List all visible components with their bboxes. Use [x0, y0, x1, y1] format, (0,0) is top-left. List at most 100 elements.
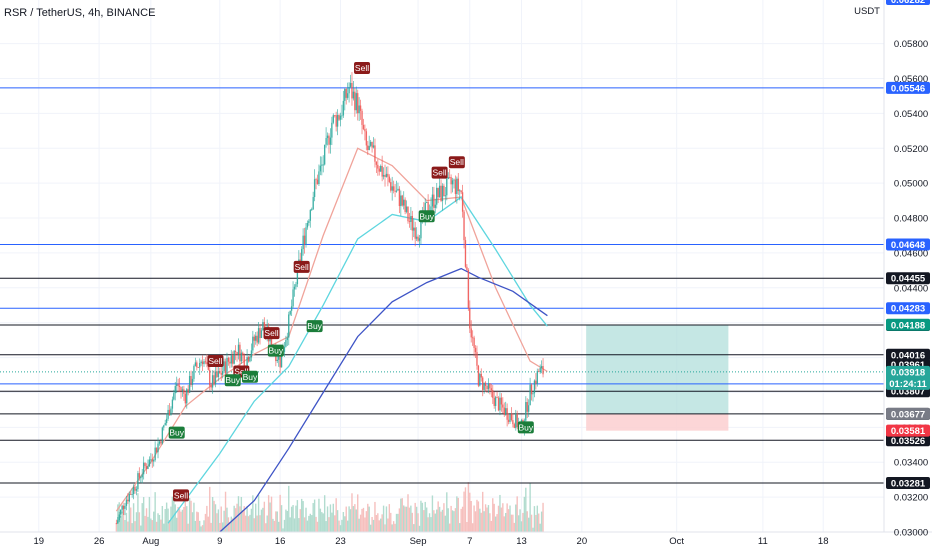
volume-bar	[461, 506, 464, 532]
candle-body	[234, 350, 237, 353]
candle-body	[436, 187, 438, 205]
candle-body	[318, 171, 320, 185]
volume-bar	[471, 523, 474, 532]
x-tick-label: 7	[467, 536, 472, 547]
volume-bar	[421, 502, 424, 532]
candle-body	[477, 365, 480, 386]
candle-body	[308, 220, 310, 223]
candle-body	[467, 269, 470, 309]
candle-body	[494, 397, 497, 406]
volume-bar	[160, 519, 162, 532]
volume-bar	[153, 511, 155, 532]
candle-body	[497, 397, 500, 411]
candle-body	[227, 357, 230, 362]
candle-body	[153, 460, 155, 462]
volume-bar	[338, 520, 340, 532]
volume-bar	[187, 523, 189, 532]
candle-body	[127, 499, 129, 502]
candle-body	[242, 352, 244, 356]
candle-body	[190, 376, 192, 386]
volume-bar	[286, 510, 289, 532]
candle-body	[479, 373, 481, 386]
volume-bar	[533, 506, 536, 532]
candle-body	[504, 408, 507, 415]
volume-bar	[450, 505, 452, 532]
volume-bar	[295, 505, 297, 532]
volume-bar	[359, 514, 362, 532]
candle-body	[184, 393, 187, 404]
candle-body	[302, 235, 304, 250]
countdown-label: 01:24:11	[889, 379, 927, 390]
candle-body	[230, 355, 232, 364]
candle-body	[489, 383, 491, 389]
candle-body	[186, 389, 188, 404]
volume-bar	[438, 506, 441, 532]
candle-body	[183, 389, 185, 394]
volume-bar	[394, 523, 396, 532]
volume-bar	[217, 509, 220, 532]
x-tick-label: 13	[516, 536, 527, 547]
level-price-tag-label: 0.04455	[891, 274, 926, 285]
volume-bar	[425, 507, 428, 532]
signal-label: Buy	[307, 321, 322, 331]
candle-body	[390, 182, 392, 191]
candle-body	[372, 145, 375, 148]
volume-bar	[384, 524, 386, 532]
candle-body	[404, 199, 406, 212]
price-tag	[886, 407, 930, 420]
volume-bar	[355, 509, 357, 532]
volume-bar	[344, 516, 346, 532]
signal-label: Buy	[269, 346, 284, 356]
candle-body	[221, 371, 224, 375]
candle-body	[171, 399, 174, 409]
candle-body	[173, 393, 175, 400]
price-tag-label: 0.04188	[891, 320, 925, 331]
volume-bar	[415, 506, 418, 532]
volume-bar	[128, 500, 130, 532]
volume-bar	[466, 521, 468, 532]
volume-bar	[299, 509, 301, 532]
candle-body	[124, 505, 126, 509]
candle-body	[480, 373, 482, 378]
volume-bar	[124, 520, 126, 532]
price-tag-label: 0.03677	[891, 409, 925, 420]
volume-bar	[526, 511, 528, 532]
volume-bar	[220, 506, 222, 532]
candle-body	[486, 385, 488, 390]
candle-layer	[115, 72, 544, 525]
volume-bar	[484, 504, 487, 532]
candle-body	[365, 131, 368, 146]
volume-bar	[418, 525, 421, 532]
volume-bar	[260, 509, 263, 532]
volume-bar	[496, 514, 498, 532]
volume-bar	[400, 498, 402, 532]
candle-body	[427, 201, 429, 213]
signal-label: Buy	[169, 428, 184, 438]
volume-bar	[349, 509, 352, 532]
volume-bar	[167, 508, 169, 532]
candle-body	[316, 179, 319, 185]
volume-bar	[519, 509, 521, 532]
current-price-tag	[886, 365, 930, 390]
candle-body	[216, 371, 218, 377]
buy-signal	[418, 210, 435, 223]
volume-bar	[318, 498, 320, 532]
y-tick-label: 0.05400	[894, 109, 928, 120]
time-axis[interactable]: 19 26 Aug 9 16 23 Sep 7 13 20 Oct 11 18	[33, 536, 828, 547]
volume-bar	[405, 506, 408, 532]
candle-body	[226, 357, 228, 374]
candle-body	[181, 389, 184, 391]
volume-bar	[469, 492, 471, 532]
volume-bar	[232, 518, 234, 532]
volume-bar	[246, 506, 248, 532]
volume-bar	[263, 501, 266, 532]
volume-bar	[436, 509, 438, 532]
candle-body	[387, 173, 389, 177]
candle-body	[430, 206, 432, 213]
candle-body	[349, 82, 352, 87]
volume-bar	[280, 505, 283, 532]
volume-bar	[454, 508, 457, 532]
candle-body	[355, 93, 357, 111]
candle-body	[382, 174, 385, 177]
volume-bar	[490, 520, 493, 532]
